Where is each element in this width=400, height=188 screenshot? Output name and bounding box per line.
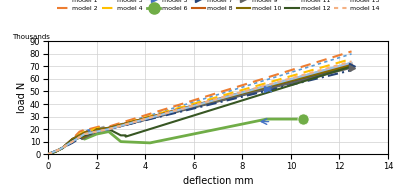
Legend: model 1, model 2, model 3, model 4, model 5, model 6, model 7, model 8, model 9,: model 1, model 2, model 3, model 4, mode… <box>57 0 379 11</box>
Text: Thousands: Thousands <box>12 34 50 40</box>
X-axis label: deflection mm: deflection mm <box>183 176 253 186</box>
Y-axis label: load N: load N <box>17 82 27 113</box>
